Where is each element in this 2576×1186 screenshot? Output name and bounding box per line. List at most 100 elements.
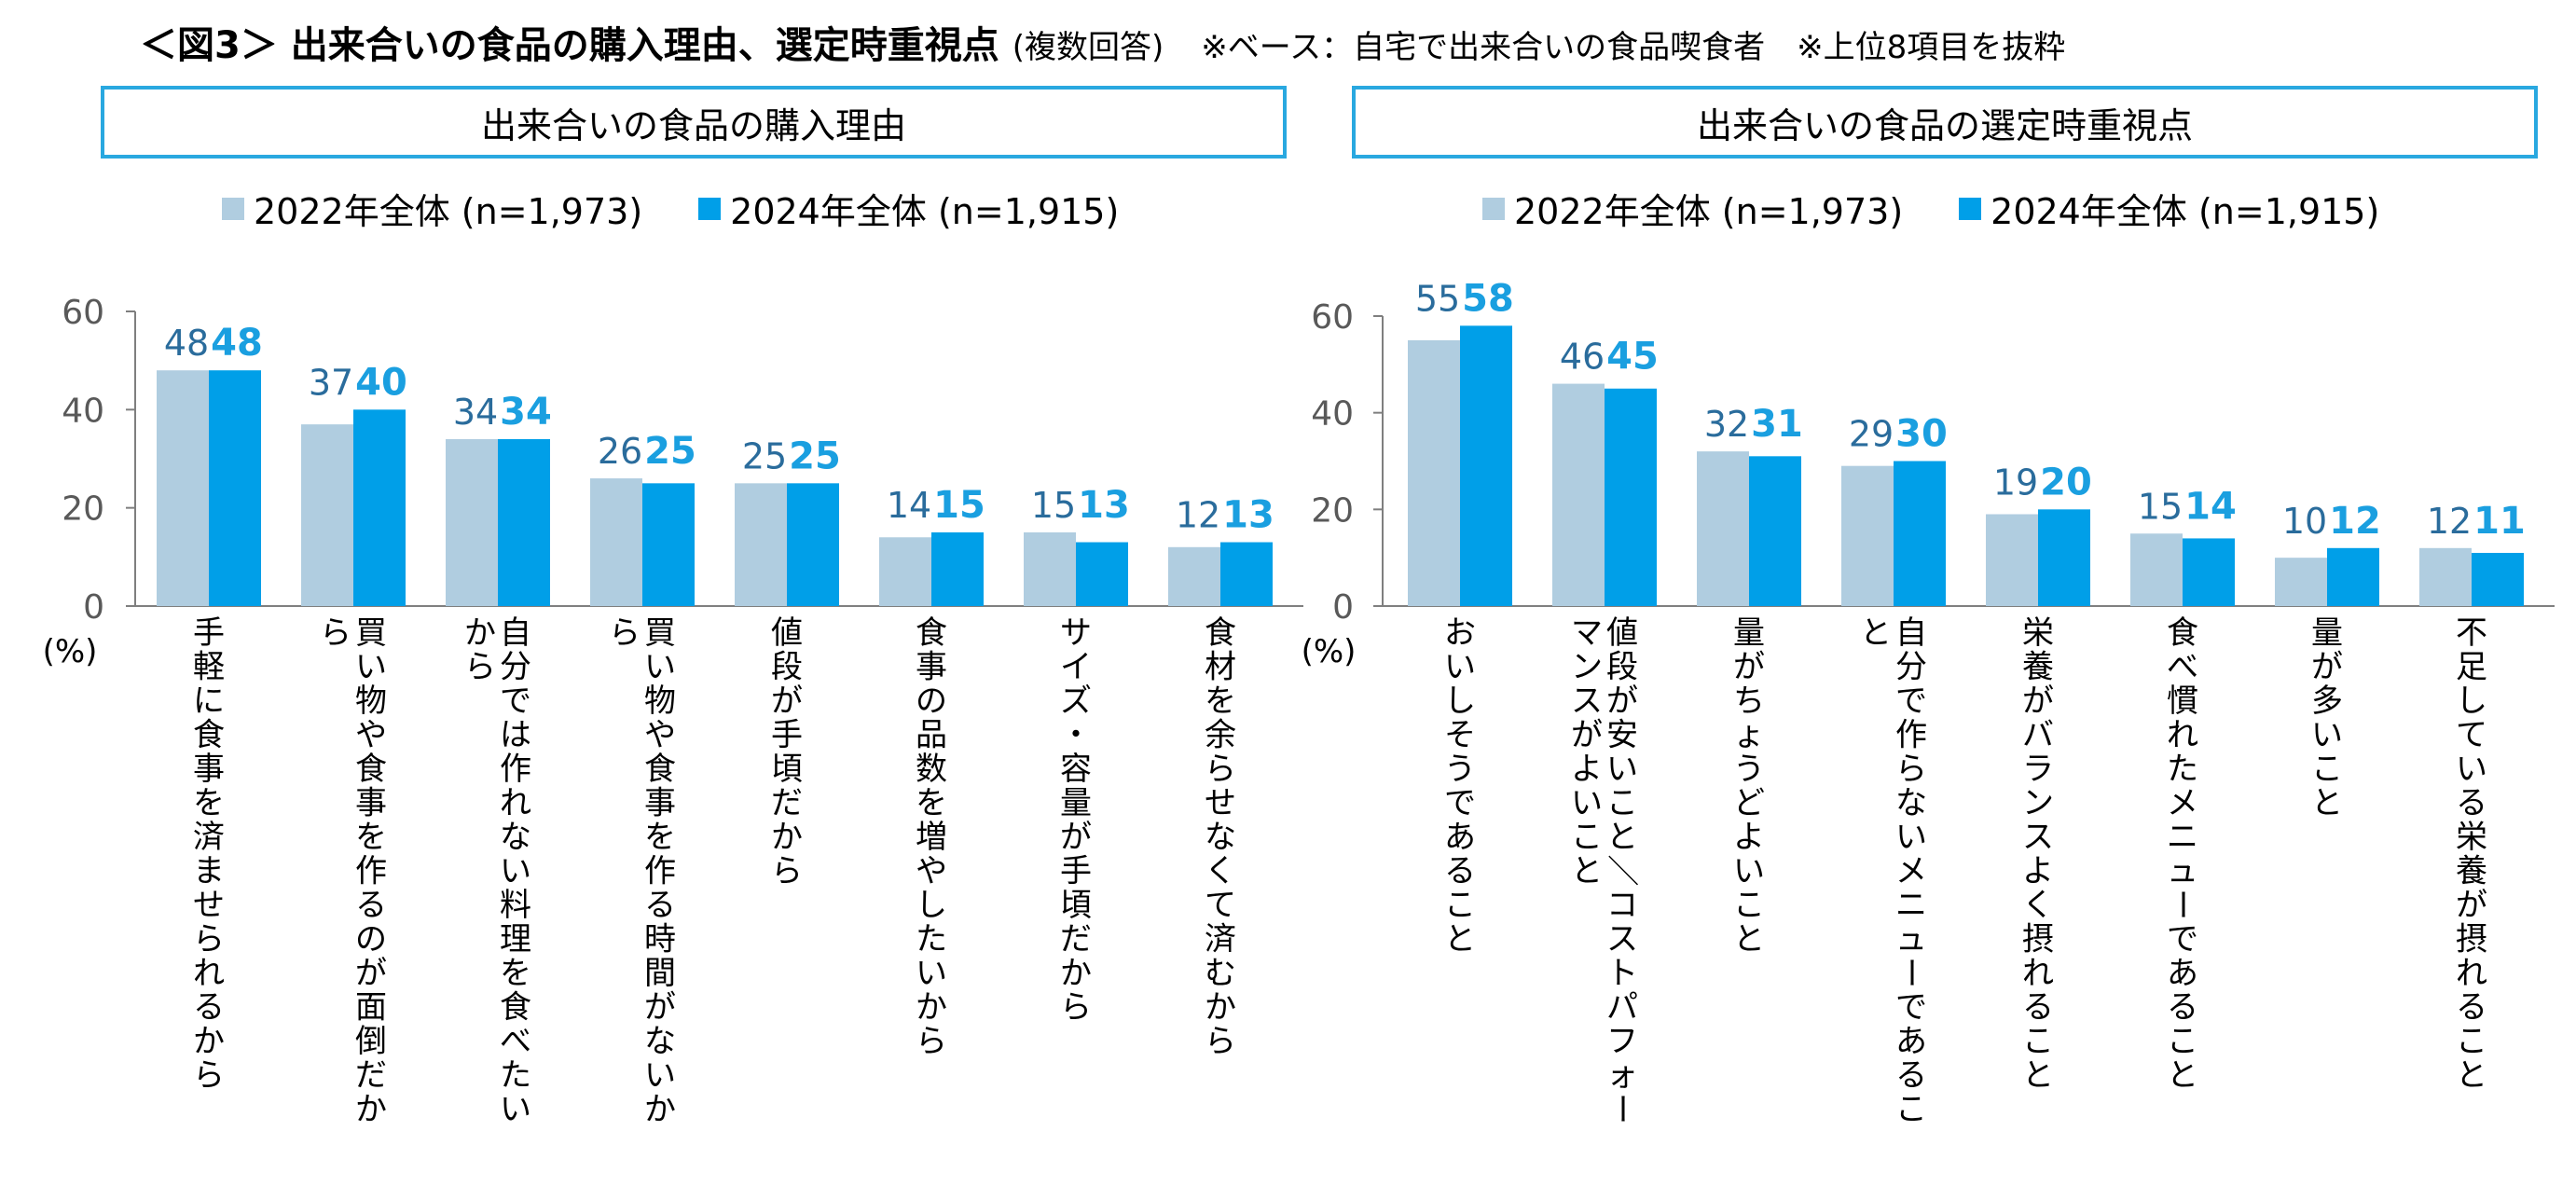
category-label-char: せ xyxy=(193,887,225,924)
category-label-char: フ xyxy=(1606,1023,1638,1060)
category-label-char: か xyxy=(464,614,496,652)
category-label-char: だ xyxy=(1060,921,1092,958)
category-label-char: 摂 xyxy=(2456,921,2487,958)
legend-label-2024: 2024年全体 (n=1,915) xyxy=(730,191,1120,232)
data-label-2022: 12 xyxy=(2427,501,2472,542)
category-label-char: ン xyxy=(2022,785,2054,822)
category-label-char: だ xyxy=(771,785,803,822)
category-label-char: か xyxy=(771,819,803,856)
category-label-char: ・ xyxy=(1060,717,1092,754)
category-label-char: て xyxy=(2456,717,2487,754)
category-label-char: こ xyxy=(1733,887,1765,924)
category-label-char: た xyxy=(2167,751,2198,788)
category-label-char: ら xyxy=(916,1023,947,1060)
category-label-char: い xyxy=(1733,853,1765,890)
category-label-char: 軽 xyxy=(193,649,225,686)
category-label-char: そ xyxy=(1444,717,1476,754)
category-label-char: と xyxy=(1444,921,1476,958)
category-label-char: る xyxy=(2167,989,2198,1027)
category-label-char: こ xyxy=(1895,1091,1927,1128)
category-label-char: て xyxy=(1205,887,1236,924)
category-label-char: か xyxy=(1060,955,1092,992)
right-panel-header: 出来合いの食品の選定時重視点 xyxy=(1352,86,2538,159)
category-label-char: 品 xyxy=(916,717,947,754)
y-tick-label: 0 xyxy=(1332,588,1354,627)
category-label-char: べ xyxy=(500,1023,531,1060)
category-label-char: れ xyxy=(2022,955,2054,992)
category-label-char: 多 xyxy=(2311,683,2343,720)
category-label-char: ど xyxy=(1733,785,1765,822)
category-label-char: ニ xyxy=(2167,819,2198,856)
category-label-char: な xyxy=(644,1023,676,1060)
data-label-2022: 32 xyxy=(1704,404,1749,445)
category-label-char: と xyxy=(1571,853,1603,890)
category-label-char: サ xyxy=(1060,614,1092,652)
category-label-char: い xyxy=(1895,819,1927,856)
title-main: ＜図3＞ 出来合いの食品の購入理由、選定時重視点 xyxy=(140,24,999,67)
category-label-char: い xyxy=(916,955,947,992)
category-label-char: ま xyxy=(193,853,225,890)
data-label-2024: 25 xyxy=(789,434,841,477)
category-label-char: ら xyxy=(193,921,225,958)
category-label-char: や xyxy=(355,717,387,754)
category-label-char: い xyxy=(2456,751,2487,788)
category-label-char: コ xyxy=(1606,887,1638,924)
data-label-2022: 15 xyxy=(1031,485,1076,526)
category-label-char: 不 xyxy=(2456,614,2487,652)
category-label-char: よ xyxy=(1733,819,1765,856)
category-label-char: 食 xyxy=(193,717,225,754)
category-label-char: 自 xyxy=(1895,614,1927,652)
category-label-char: 事 xyxy=(916,649,947,686)
bar-2024 xyxy=(1605,388,1657,606)
legend-item-2022: 2022年全体 (n=1,973) xyxy=(222,183,642,234)
category-label-char: 量 xyxy=(1733,614,1765,652)
category-label-char: の xyxy=(355,921,387,958)
category-label-char: が xyxy=(1606,683,1638,720)
category-label-char: か xyxy=(644,1091,676,1128)
category-label-char: ら xyxy=(609,614,641,652)
category-label-char: ら xyxy=(193,1057,225,1095)
data-label-2022: 34 xyxy=(453,392,498,433)
category-label-char: ン xyxy=(1571,649,1603,686)
bar-2024 xyxy=(498,438,550,606)
bar-2022 xyxy=(1168,546,1220,606)
category-label-char: 余 xyxy=(1205,717,1236,754)
category-label-char: が xyxy=(1571,717,1603,754)
data-label-2022: 25 xyxy=(742,435,787,476)
data-label-2022: 46 xyxy=(1560,337,1605,378)
category-label-char: が xyxy=(1060,819,1092,856)
category-label-char: し xyxy=(2456,683,2487,720)
category-label-char: を xyxy=(916,785,947,822)
category-label-char: や xyxy=(916,853,947,890)
category-label-char: 分 xyxy=(500,649,531,686)
category-label-char: る xyxy=(2456,785,2487,822)
bar-2024 xyxy=(353,409,406,606)
bar-2024 xyxy=(787,483,839,606)
legend-item-2024: 2024年全体 (n=1,915) xyxy=(1959,183,2379,234)
data-label-2024: 40 xyxy=(355,361,407,404)
bar-2022 xyxy=(1552,383,1605,606)
category-label-char: を xyxy=(1205,683,1236,720)
category-label-char: か xyxy=(193,1023,225,1060)
category-label-char: 数 xyxy=(916,751,947,788)
category-label-char: い xyxy=(355,649,387,686)
category-label-char: か xyxy=(1205,989,1236,1027)
category-label-char: 間 xyxy=(644,955,676,992)
category-label-char: 作 xyxy=(355,853,387,890)
category-label-char: あ xyxy=(2167,955,2198,992)
data-label-2024: 31 xyxy=(1751,403,1803,446)
data-label-2024: 30 xyxy=(1895,413,1948,456)
bar-2024 xyxy=(209,370,261,606)
category-label-char: だ xyxy=(355,1057,387,1095)
y-tick-label: 60 xyxy=(62,294,104,332)
data-label-2024: 25 xyxy=(644,430,696,473)
category-label-char: 自 xyxy=(500,614,531,652)
category-label-char: う xyxy=(1733,751,1765,788)
category-label-char: で xyxy=(500,683,531,720)
legend-swatch-2022 xyxy=(222,197,244,220)
category-label-char: か xyxy=(355,1091,387,1128)
category-label-char: 段 xyxy=(1606,649,1638,686)
category-label-char: 足 xyxy=(2456,649,2487,686)
category-label-char: と xyxy=(1606,819,1638,856)
category-label-char: 作 xyxy=(500,751,531,788)
